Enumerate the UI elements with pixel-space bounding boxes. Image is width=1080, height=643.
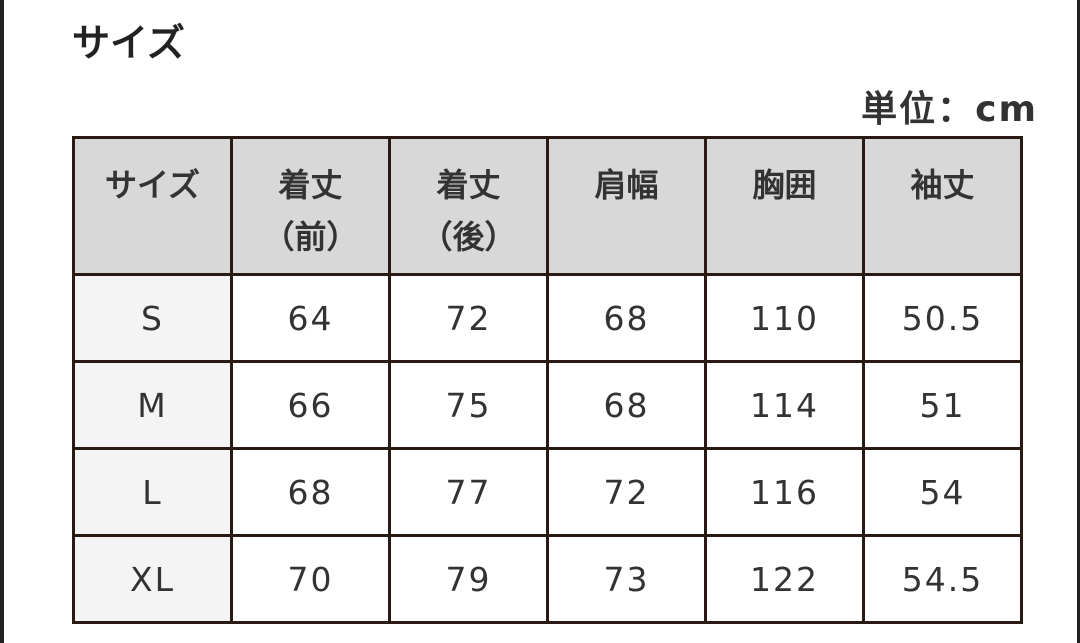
value-cell: 72	[546, 447, 707, 537]
column-header: 胸囲	[704, 136, 865, 276]
value-cell: 110	[704, 273, 865, 363]
column-header: 着丈 （前）	[230, 136, 391, 276]
value-cell: 75	[388, 360, 549, 450]
value-cell: 77	[388, 447, 549, 537]
table-row: L 68 77 72 116 54	[72, 447, 1023, 537]
header-row: サイズ 着丈 （前） 着丈 （後） 肩幅 胸囲 袖丈	[72, 136, 1023, 276]
value-cell: 64	[230, 273, 391, 363]
table-row: S 64 72 68 110 50.5	[72, 273, 1023, 363]
size-table: サイズ 着丈 （前） 着丈 （後） 肩幅 胸囲 袖丈 S 64 72 68 110 50.5 M 66 75 6…	[72, 136, 1023, 624]
value-cell: 70	[230, 534, 391, 624]
value-cell: 68	[230, 447, 391, 537]
size-cell: XL	[72, 534, 233, 624]
value-cell: 50.5	[862, 273, 1023, 363]
size-cell: L	[72, 447, 233, 537]
header-line: 袖丈	[910, 166, 975, 204]
header-line: 胸囲	[752, 166, 817, 204]
header-line: サイズ	[104, 166, 201, 204]
value-cell: 54.5	[862, 534, 1023, 624]
size-cell: M	[72, 360, 233, 450]
table-row: XL 70 79 73 122 54.5	[72, 534, 1023, 624]
column-header: サイズ	[72, 136, 233, 276]
value-cell: 68	[546, 273, 707, 363]
right-edge	[1077, 0, 1080, 643]
value-cell: 51	[862, 360, 1023, 450]
header-line: 肩幅	[594, 166, 659, 204]
value-cell: 114	[704, 360, 865, 450]
column-header: 袖丈	[862, 136, 1023, 276]
header-line: 着丈	[278, 166, 343, 204]
left-edge	[0, 0, 4, 643]
column-header: 着丈 （後）	[388, 136, 549, 276]
value-cell: 66	[230, 360, 391, 450]
column-header: 肩幅	[546, 136, 707, 276]
header-line: （後）	[420, 218, 517, 256]
value-cell: 122	[704, 534, 865, 624]
size-cell: S	[72, 273, 233, 363]
header-line: （前）	[262, 218, 359, 256]
value-cell: 116	[704, 447, 865, 537]
table-row: M 66 75 68 114 51	[72, 360, 1023, 450]
value-cell: 68	[546, 360, 707, 450]
value-cell: 73	[546, 534, 707, 624]
page-title: サイズ	[72, 21, 185, 65]
value-cell: 54	[862, 447, 1023, 537]
value-cell: 72	[388, 273, 549, 363]
value-cell: 79	[388, 534, 549, 624]
header-line: 着丈	[436, 166, 501, 204]
unit-label: 単位：cm	[861, 89, 1038, 130]
